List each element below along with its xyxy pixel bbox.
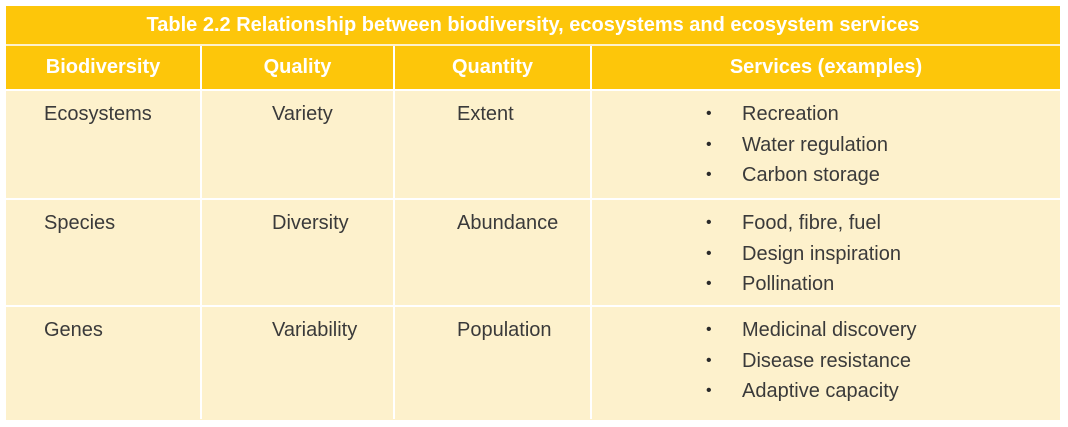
cell-biodiversity: Ecosystems	[6, 89, 201, 199]
list-item: • Carbon storage	[592, 160, 1060, 191]
table-title: Table 2.2 Relationship between biodivers…	[6, 6, 1060, 44]
table-frame: Table 2.2 Relationship between biodivers…	[6, 6, 1060, 420]
service-text: Medicinal discovery	[742, 319, 917, 341]
cell-quality: Diversity	[200, 198, 394, 306]
list-item: • Recreation	[592, 99, 1060, 130]
table-row: Species Diversity Abundance • Food, fibre…	[6, 198, 1060, 306]
cell-services: • Recreation • Water regulation • Carbon st…	[590, 89, 1060, 199]
bullet-icon: •	[706, 275, 712, 292]
bullet-icon: •	[706, 214, 712, 231]
services-list: • Medicinal discovery • Disease resistance…	[592, 307, 1060, 407]
list-item: • Food, fibre, fuel	[592, 208, 1060, 239]
bullet-icon: •	[706, 244, 712, 262]
cell-biodiversity: Species	[6, 198, 201, 306]
table-row: Genes Variability Population • Medicinal …	[6, 305, 1060, 419]
relationship-table: Biodiversity Quality Quantity Services (…	[6, 46, 1060, 419]
cell-quality: Variability	[200, 305, 394, 419]
service-text: Adaptive capacity	[742, 380, 899, 402]
cell-quality: Variety	[200, 89, 394, 199]
cell-text: Extent	[457, 103, 514, 125]
cell-text: Variety	[272, 103, 333, 125]
cell-biodiversity: Genes	[6, 305, 201, 419]
cell-quantity: Abundance	[393, 198, 591, 306]
cell-text: Diversity	[272, 212, 349, 234]
cell-text: Variability	[272, 319, 358, 341]
cell-text: Abundance	[457, 212, 559, 234]
list-item: • Adaptive capacity	[592, 376, 1060, 407]
header-quantity: Quantity	[393, 46, 591, 90]
list-item: • Medicinal discovery	[592, 315, 1060, 346]
list-item: • Pollination	[592, 269, 1060, 300]
cell-text: Species	[44, 212, 116, 234]
header-row: Biodiversity Quality Quantity Services (…	[6, 46, 1060, 90]
service-text: Carbon storage	[742, 164, 880, 186]
header-services: Services (examples)	[590, 46, 1060, 90]
cell-text: Population	[457, 319, 552, 341]
cell-services: • Food, fibre, fuel • Design inspiration •…	[590, 198, 1060, 306]
list-item: • Water regulation	[592, 130, 1060, 161]
service-text: Water regulation	[742, 133, 888, 156]
cell-text: Genes	[44, 319, 103, 341]
services-list: • Food, fibre, fuel • Design inspiration •…	[592, 200, 1060, 300]
cell-quantity: Population	[393, 305, 591, 419]
table-row: Ecosystems Variety Extent • Recreation • W…	[6, 89, 1060, 199]
cell-quantity: Extent	[393, 89, 591, 199]
cell-services: • Medicinal discovery • Disease resistance…	[590, 305, 1060, 419]
bullet-icon: •	[706, 351, 712, 369]
bullet-icon: •	[706, 105, 712, 122]
bullet-icon: •	[706, 382, 712, 399]
service-text: Disease resistance	[742, 349, 911, 372]
header-biodiversity: Biodiversity	[6, 46, 201, 90]
header-quality: Quality	[200, 46, 394, 90]
services-list: • Recreation • Water regulation • Carbon st…	[592, 91, 1060, 191]
list-item: • Disease resistance	[592, 346, 1060, 377]
service-text: Pollination	[742, 273, 835, 295]
list-item: • Design inspiration	[592, 239, 1060, 270]
bullet-icon: •	[706, 135, 712, 153]
cell-text: Ecosystems	[44, 103, 152, 125]
bullet-icon: •	[706, 321, 712, 338]
bullet-icon: •	[706, 166, 712, 183]
service-text: Food, fibre, fuel	[742, 212, 881, 234]
service-text: Recreation	[742, 103, 839, 125]
service-text: Design inspiration	[742, 242, 901, 265]
